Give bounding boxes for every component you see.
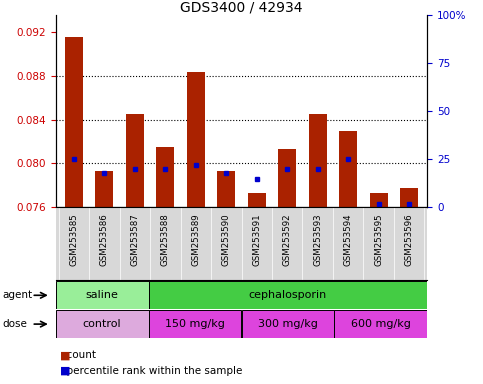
- Text: 150 mg/kg: 150 mg/kg: [165, 319, 225, 329]
- Text: GSM253589: GSM253589: [191, 213, 200, 266]
- Bar: [309, 114, 327, 207]
- Bar: [334, 310, 427, 338]
- Text: GSM253591: GSM253591: [252, 213, 261, 266]
- Bar: [95, 171, 114, 207]
- Text: GSM253592: GSM253592: [283, 213, 292, 266]
- Text: ■: ■: [60, 350, 71, 360]
- Bar: [149, 281, 427, 309]
- Bar: [339, 131, 357, 207]
- Text: dose: dose: [2, 319, 28, 329]
- Text: 600 mg/kg: 600 mg/kg: [351, 319, 411, 329]
- Bar: [242, 310, 334, 338]
- Text: saline: saline: [85, 290, 118, 300]
- Text: count: count: [60, 350, 97, 360]
- Bar: [56, 281, 149, 309]
- Text: ■: ■: [60, 366, 71, 376]
- Bar: [56, 310, 149, 338]
- Bar: [278, 149, 297, 207]
- Text: GSM253593: GSM253593: [313, 213, 322, 266]
- Text: 300 mg/kg: 300 mg/kg: [258, 319, 318, 329]
- Text: GSM253595: GSM253595: [374, 213, 383, 266]
- Bar: [400, 188, 418, 207]
- Text: cephalosporin: cephalosporin: [249, 290, 327, 300]
- Title: GDS3400 / 42934: GDS3400 / 42934: [180, 0, 303, 14]
- Bar: [65, 37, 83, 207]
- Bar: [149, 310, 242, 338]
- Text: GSM253588: GSM253588: [161, 213, 170, 266]
- Bar: [369, 193, 388, 207]
- Text: agent: agent: [2, 290, 32, 300]
- Bar: [248, 193, 266, 207]
- Text: GSM253590: GSM253590: [222, 213, 231, 266]
- Text: GSM253585: GSM253585: [70, 213, 78, 266]
- Bar: [126, 114, 144, 207]
- Bar: [217, 171, 235, 207]
- Text: GSM253587: GSM253587: [130, 213, 139, 266]
- Text: control: control: [83, 319, 121, 329]
- Text: percentile rank within the sample: percentile rank within the sample: [60, 366, 243, 376]
- Bar: [186, 73, 205, 207]
- Text: GSM253594: GSM253594: [344, 213, 353, 266]
- Bar: [156, 147, 174, 207]
- Text: GSM253586: GSM253586: [100, 213, 109, 266]
- Text: GSM253596: GSM253596: [405, 213, 413, 266]
